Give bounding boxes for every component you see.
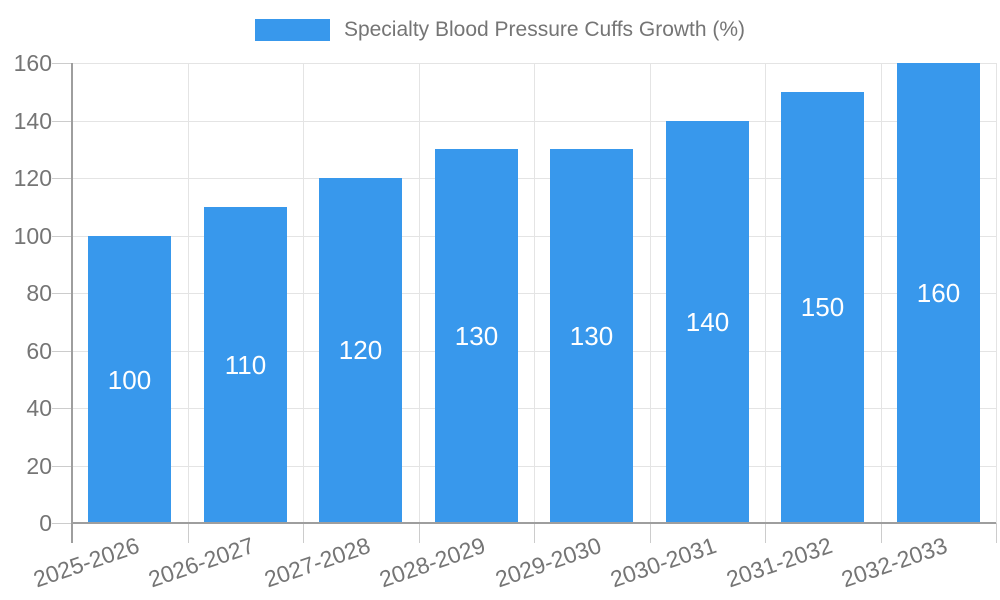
x-gridline bbox=[765, 63, 766, 523]
x-gridline bbox=[188, 63, 189, 523]
x-tick-mark bbox=[534, 523, 535, 543]
bar: 160 bbox=[897, 63, 980, 523]
bar-value-label: 120 bbox=[338, 335, 383, 365]
bar-value-label: 100 bbox=[107, 364, 152, 395]
bar: 130 bbox=[550, 149, 633, 523]
y-tick-label: 20 bbox=[26, 453, 52, 479]
bar: 110 bbox=[204, 207, 287, 523]
x-tick-label: 2032-2033 bbox=[837, 532, 951, 593]
x-tick-label: 2027-2028 bbox=[260, 532, 374, 593]
y-tick-mark bbox=[52, 408, 72, 409]
x-tick-label: 2026-2027 bbox=[144, 532, 258, 593]
legend: Specialty Blood Pressure Cuffs Growth (%… bbox=[0, 18, 1000, 42]
legend-label: Specialty Blood Pressure Cuffs Growth (%… bbox=[343, 18, 746, 41]
y-tick-label: 100 bbox=[13, 223, 52, 249]
x-tick-mark bbox=[650, 523, 651, 543]
y-tick-label: 40 bbox=[26, 395, 52, 421]
x-axis-line bbox=[72, 522, 996, 524]
y-tick-mark bbox=[52, 351, 72, 352]
x-tick-mark bbox=[419, 523, 420, 543]
y-tick-label: 80 bbox=[26, 280, 52, 306]
x-tick-mark bbox=[996, 523, 997, 543]
x-tick-mark bbox=[188, 523, 189, 543]
x-tick-label: 2028-2029 bbox=[375, 532, 489, 593]
x-gridline bbox=[650, 63, 651, 523]
y-tick-label: 60 bbox=[26, 338, 52, 364]
bar: 120 bbox=[319, 178, 402, 523]
bar: 130 bbox=[435, 149, 518, 523]
y-tick-label: 160 bbox=[13, 50, 52, 76]
bar: 150 bbox=[781, 92, 864, 523]
x-gridline bbox=[534, 63, 535, 523]
bar-value-label: 150 bbox=[800, 292, 845, 322]
x-tick-mark bbox=[765, 523, 766, 543]
bar-value-label: 160 bbox=[916, 277, 961, 308]
x-gridline bbox=[419, 63, 420, 523]
y-axis-line bbox=[71, 63, 73, 543]
y-tick-label: 0 bbox=[39, 510, 52, 536]
y-tick-mark bbox=[52, 523, 72, 524]
x-tick-label: 2030-2031 bbox=[606, 532, 720, 593]
legend-swatch bbox=[254, 19, 330, 41]
y-tick-mark bbox=[52, 121, 72, 122]
y-tick-label: 140 bbox=[13, 108, 52, 134]
bar: 100 bbox=[88, 236, 171, 524]
x-gridline bbox=[881, 63, 882, 523]
x-tick-label: 2025-2026 bbox=[29, 532, 143, 593]
y-tick-label: 120 bbox=[13, 165, 52, 191]
bar-value-label: 130 bbox=[454, 320, 499, 351]
x-tick-mark bbox=[303, 523, 304, 543]
bar: 140 bbox=[666, 121, 749, 524]
y-tick-mark bbox=[52, 63, 72, 64]
y-tick-mark bbox=[52, 293, 72, 294]
x-tick-mark bbox=[881, 523, 882, 543]
y-tick-mark bbox=[52, 178, 72, 179]
y-tick-mark bbox=[52, 466, 72, 467]
y-tick-mark bbox=[52, 236, 72, 237]
x-gridline bbox=[996, 63, 997, 523]
x-gridline bbox=[303, 63, 304, 523]
bar-value-label: 140 bbox=[685, 307, 730, 337]
x-tick-label: 2029-2030 bbox=[491, 532, 605, 593]
bar-value-label: 110 bbox=[224, 349, 267, 380]
bar-value-label: 130 bbox=[569, 320, 614, 351]
x-tick-label: 2031-2032 bbox=[722, 532, 836, 593]
